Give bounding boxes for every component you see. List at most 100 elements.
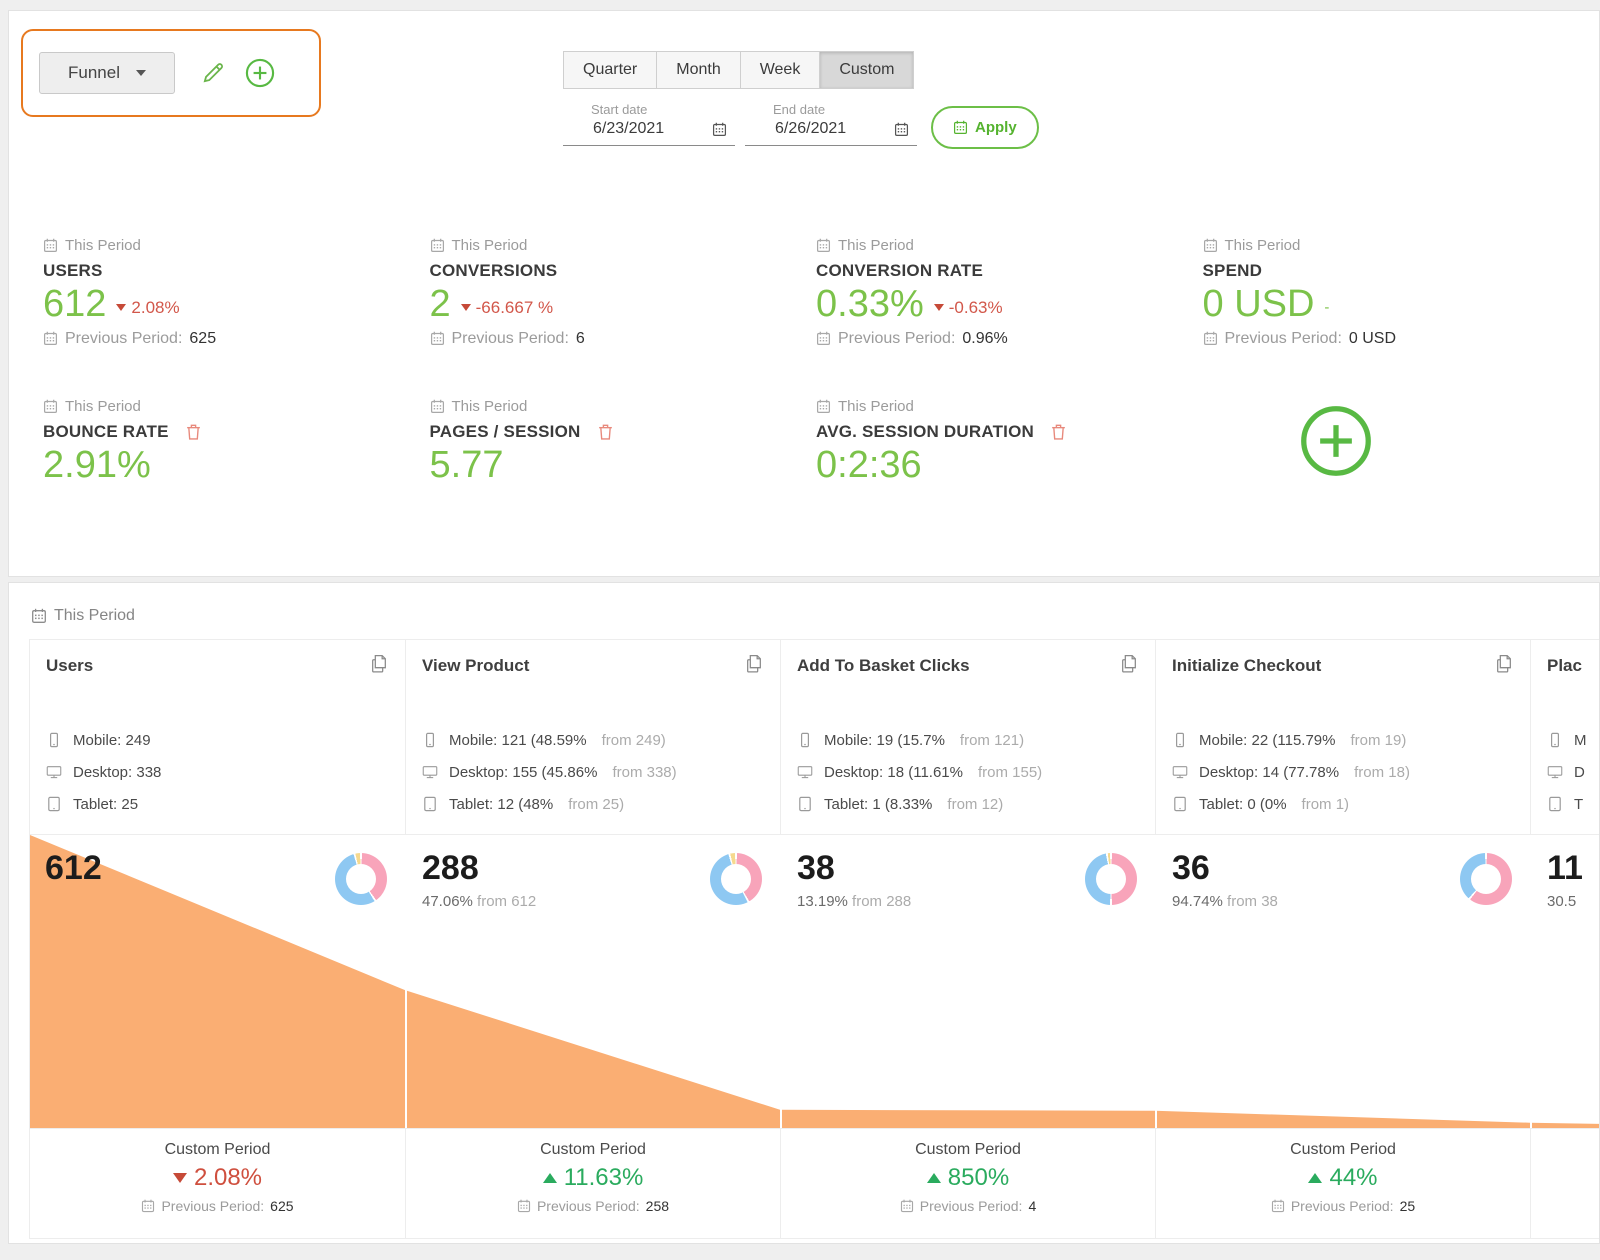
metric-suffix: - bbox=[1324, 299, 1330, 317]
start-date-field[interactable]: Start date 6/23/2021 bbox=[563, 102, 735, 146]
step-footer: Custom Period 11.63% Previous Period: 258 bbox=[405, 1128, 780, 1238]
mobile-icon bbox=[422, 732, 438, 748]
add-funnel-plus-icon[interactable] bbox=[245, 58, 275, 88]
copy-icon[interactable] bbox=[369, 654, 389, 674]
pencil-icon[interactable] bbox=[201, 61, 225, 85]
step-title: Initialize Checkout bbox=[1172, 656, 1322, 675]
device-row-desktop: D bbox=[1547, 756, 1599, 788]
copy-icon[interactable] bbox=[1119, 654, 1139, 674]
metric-value: 0:2:36 bbox=[816, 443, 922, 486]
tablet-icon bbox=[1172, 796, 1188, 812]
tablet-icon bbox=[797, 796, 813, 812]
start-date-label: Start date bbox=[591, 102, 648, 117]
tab-quarter[interactable]: Quarter bbox=[563, 51, 658, 89]
tablet-icon bbox=[422, 796, 438, 812]
apply-button[interactable]: Apply bbox=[931, 106, 1039, 149]
funnel-table: Users Mobile: 249 Desktop: 338 Tablet: 2… bbox=[29, 639, 1599, 1239]
previous-period-line: Previous Period: 0 USD bbox=[1203, 330, 1590, 348]
metric-value: 612 bbox=[43, 283, 107, 325]
tab-week[interactable]: Week bbox=[740, 51, 821, 89]
copy-icon[interactable] bbox=[1494, 654, 1514, 674]
metric-card-pages-session: This Period PAGES / SESSION 5.77 bbox=[430, 398, 817, 488]
step-subvalue: 30.5 bbox=[1547, 893, 1577, 910]
trash-icon[interactable] bbox=[597, 423, 614, 441]
funnel-step-clipped: Plac M D T 11 30.5 bbox=[1530, 640, 1599, 1238]
step-title: Users bbox=[46, 656, 94, 675]
metric-label: CONVERSIONS bbox=[429, 261, 558, 280]
up-triangle-icon bbox=[926, 1173, 941, 1183]
metric-change: 2.08% bbox=[116, 298, 180, 327]
calendar-icon bbox=[430, 331, 445, 346]
period-line: This Period bbox=[43, 398, 430, 415]
period-tabs: Quarter Month Week Custom bbox=[563, 51, 917, 89]
device-row-tablet: Tablet: 12 (48% from 25) bbox=[422, 788, 764, 820]
calendar-icon bbox=[900, 1199, 914, 1213]
calendar-icon bbox=[43, 238, 58, 253]
device-row-tablet: Tablet: 1 (8.33% from 12) bbox=[797, 788, 1139, 820]
previous-period-line: Previous Period: 625 bbox=[30, 1198, 405, 1214]
down-triangle-icon bbox=[172, 1173, 187, 1183]
mobile-icon bbox=[1172, 732, 1188, 748]
metric-card-users: This Period USERS 612 2.08% Previous Per… bbox=[43, 237, 430, 348]
calendar-icon bbox=[43, 331, 58, 346]
metric-card-conversions: This Period CONVERSIONS 2 -66.667 % Prev… bbox=[430, 237, 817, 348]
device-share-donut bbox=[335, 853, 387, 905]
calendar-icon[interactable] bbox=[712, 122, 727, 137]
period-line: This Period bbox=[430, 398, 817, 415]
previous-period-line: Previous Period: 6 bbox=[430, 330, 817, 348]
metric-value: 2.91% bbox=[43, 443, 151, 486]
trash-icon[interactable] bbox=[1050, 423, 1067, 441]
period-line: This Period bbox=[43, 237, 430, 254]
tablet-icon bbox=[46, 796, 62, 812]
end-date-field[interactable]: End date 6/26/2021 bbox=[745, 102, 917, 146]
funnel-period-line: This Period bbox=[31, 607, 135, 625]
tablet-icon bbox=[1547, 796, 1563, 812]
device-row-desktop: Desktop: 14 (77.78% from 18) bbox=[1172, 756, 1514, 788]
tab-custom[interactable]: Custom bbox=[820, 51, 915, 89]
calendar-icon bbox=[1203, 331, 1218, 346]
previous-period-line: Previous Period: 25 bbox=[1156, 1198, 1530, 1214]
previous-period-line: Previous Period: 258 bbox=[406, 1198, 780, 1214]
apply-label: Apply bbox=[975, 119, 1017, 136]
device-row-tablet: Tablet: 25 bbox=[46, 788, 389, 820]
trash-icon[interactable] bbox=[185, 423, 202, 441]
metric-card-conversion-rate: This Period CONVERSION RATE 0.33% -0.63%… bbox=[816, 237, 1203, 348]
metric-label: BOUNCE RATE bbox=[43, 422, 430, 442]
funnel-panel: This Period Users Mobile: 249 Desktop: 3… bbox=[8, 582, 1600, 1244]
step-subvalue: 47.06% from 612 bbox=[422, 893, 537, 910]
step-title: Add To Basket Clicks bbox=[797, 656, 970, 675]
add-metric-plus-icon[interactable] bbox=[1299, 404, 1373, 478]
tab-month[interactable]: Month bbox=[657, 51, 741, 89]
step-change: 850% bbox=[781, 1164, 1155, 1192]
metric-value: 0.33% bbox=[816, 283, 924, 325]
metric-value: 0 USD bbox=[1202, 283, 1315, 325]
device-share-donut bbox=[1085, 853, 1137, 905]
down-triangle-icon bbox=[116, 304, 127, 312]
device-row-tablet: Tablet: 0 (0% from 1) bbox=[1172, 788, 1514, 820]
calendar-icon bbox=[430, 238, 445, 253]
metric-card-avg-session-duration: This Period AVG. SESSION DURATION 0:2:36 bbox=[816, 398, 1203, 488]
desktop-icon bbox=[422, 764, 438, 780]
up-triangle-icon bbox=[542, 1173, 557, 1183]
funnel-step-initialize-checkout: Initialize Checkout Mobile: 22 (115.79% f… bbox=[1155, 640, 1530, 1238]
calendar-icon[interactable] bbox=[894, 122, 909, 137]
step-change: 44% bbox=[1156, 1164, 1530, 1192]
metric-change: -0.63% bbox=[933, 298, 1003, 327]
device-row-mobile: M bbox=[1547, 724, 1599, 756]
end-date-input[interactable]: 6/26/2021 bbox=[775, 120, 847, 137]
mobile-icon bbox=[1547, 732, 1563, 748]
device-row-desktop: Desktop: 155 (45.86% from 338) bbox=[422, 756, 764, 788]
copy-icon[interactable] bbox=[744, 654, 764, 674]
previous-period-line: Previous Period: 625 bbox=[43, 330, 430, 348]
step-footer: Custom Period 44% Previous Period: 25 bbox=[1155, 1128, 1530, 1238]
start-date-input[interactable]: 6/23/2021 bbox=[593, 120, 665, 137]
down-triangle-icon bbox=[933, 304, 944, 312]
device-row-desktop: Desktop: 338 bbox=[46, 756, 389, 788]
metric-card-bounce-rate: This Period BOUNCE RATE 2.91% bbox=[43, 398, 430, 488]
mobile-icon bbox=[46, 732, 62, 748]
device-row-desktop: Desktop: 18 (11.61% from 155) bbox=[797, 756, 1139, 788]
previous-period-line: Previous Period: 4 bbox=[781, 1198, 1155, 1214]
calendar-icon bbox=[816, 238, 831, 253]
metric-label: PAGES / SESSION bbox=[430, 422, 817, 442]
funnel-select[interactable]: Funnel bbox=[39, 52, 175, 94]
